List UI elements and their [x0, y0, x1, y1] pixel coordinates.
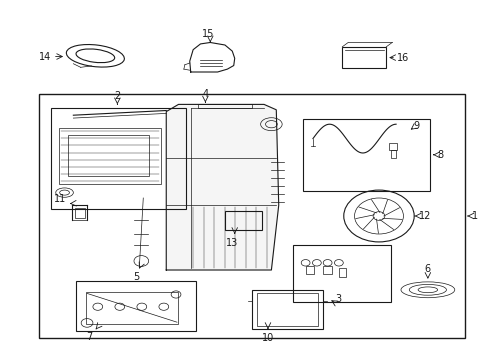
Bar — [293, 245, 390, 302]
Text: 13: 13 — [225, 238, 238, 248]
Bar — [68, 135, 149, 176]
Bar — [224, 211, 261, 230]
Bar — [76, 281, 195, 331]
Bar — [39, 94, 464, 338]
Bar — [51, 108, 185, 209]
Bar — [198, 104, 251, 108]
Bar — [338, 268, 346, 277]
Bar — [388, 143, 396, 150]
Text: 8: 8 — [437, 150, 443, 160]
Bar — [342, 47, 386, 68]
Text: 16: 16 — [396, 53, 408, 63]
Bar — [75, 208, 84, 218]
Text: 14: 14 — [39, 51, 51, 62]
Text: 4: 4 — [202, 89, 208, 99]
Bar — [390, 150, 395, 158]
Bar — [59, 128, 161, 184]
Text: 11: 11 — [54, 194, 66, 204]
Bar — [305, 266, 314, 274]
Ellipse shape — [372, 212, 384, 220]
Text: 5: 5 — [133, 272, 139, 282]
Text: 10: 10 — [261, 333, 274, 343]
Bar — [303, 119, 429, 191]
Text: 12: 12 — [418, 211, 430, 221]
Bar — [256, 293, 317, 326]
Bar — [322, 266, 331, 274]
Text: 7: 7 — [86, 332, 93, 342]
Text: 3: 3 — [335, 294, 341, 304]
Text: 6: 6 — [424, 264, 430, 274]
Polygon shape — [166, 104, 278, 270]
Text: 2: 2 — [114, 91, 120, 101]
Text: 1: 1 — [471, 211, 477, 221]
Text: 9: 9 — [412, 121, 419, 131]
Bar — [251, 290, 322, 329]
Bar — [85, 292, 178, 324]
Text: 15: 15 — [202, 28, 214, 39]
